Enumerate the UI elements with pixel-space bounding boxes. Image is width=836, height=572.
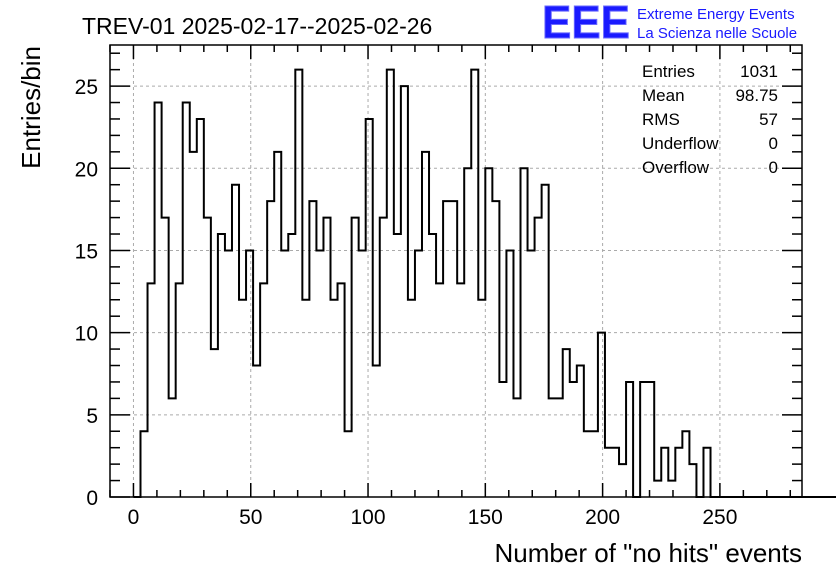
stats-label: RMS <box>642 110 680 129</box>
x-tick-label: 100 <box>351 506 386 529</box>
stats-label: Overflow <box>642 158 710 177</box>
logo-line-1: Extreme Energy Events <box>637 6 795 23</box>
grid-lines <box>110 45 802 497</box>
stats-value: 98.75 <box>735 86 778 105</box>
x-tick-label: 150 <box>468 506 503 529</box>
y-tick-label: 0 <box>86 487 98 510</box>
y-tick-label: 10 <box>75 323 98 346</box>
eee-logo: EEE Extreme Energy Events La Scienza nel… <box>542 0 798 49</box>
tick-labels: 0 50 100 150 200 250 0 5 10 15 20 25 <box>75 76 738 529</box>
x-tick-label: 0 <box>128 506 140 529</box>
stats-label: Entries <box>642 62 695 81</box>
stats-label: Underflow <box>642 134 719 153</box>
x-tick-label: 200 <box>585 506 620 529</box>
y-tick-label: 20 <box>75 158 98 181</box>
plot-frame <box>109 44 803 498</box>
stats-value: 57 <box>759 110 778 129</box>
stats-value: 1031 <box>740 62 778 81</box>
stats-label: Mean <box>642 86 685 105</box>
stats-value: 0 <box>769 134 778 153</box>
y-axis-label: Entries/bin <box>16 46 46 169</box>
x-tick-label: 50 <box>239 506 262 529</box>
histogram-series <box>133 68 836 498</box>
y-tick-label: 15 <box>75 240 98 263</box>
logo-line-2: La Scienza nelle Scuole <box>637 25 797 42</box>
x-tick-label: 250 <box>702 506 737 529</box>
logo-mark: EEE <box>542 0 630 48</box>
stats-value: 0 <box>769 158 778 177</box>
x-axis-label: Number of "no hits" events <box>495 538 803 568</box>
stats-box: Entries 1031 Mean 98.75 RMS 57 Underflow 0 Overf… <box>642 62 778 177</box>
axis-ticks <box>109 45 802 498</box>
chart-title: TREV-01 2025-02-17--2025-02-26 <box>82 13 432 39</box>
y-tick-label: 25 <box>75 76 98 99</box>
y-tick-label: 5 <box>86 405 98 428</box>
